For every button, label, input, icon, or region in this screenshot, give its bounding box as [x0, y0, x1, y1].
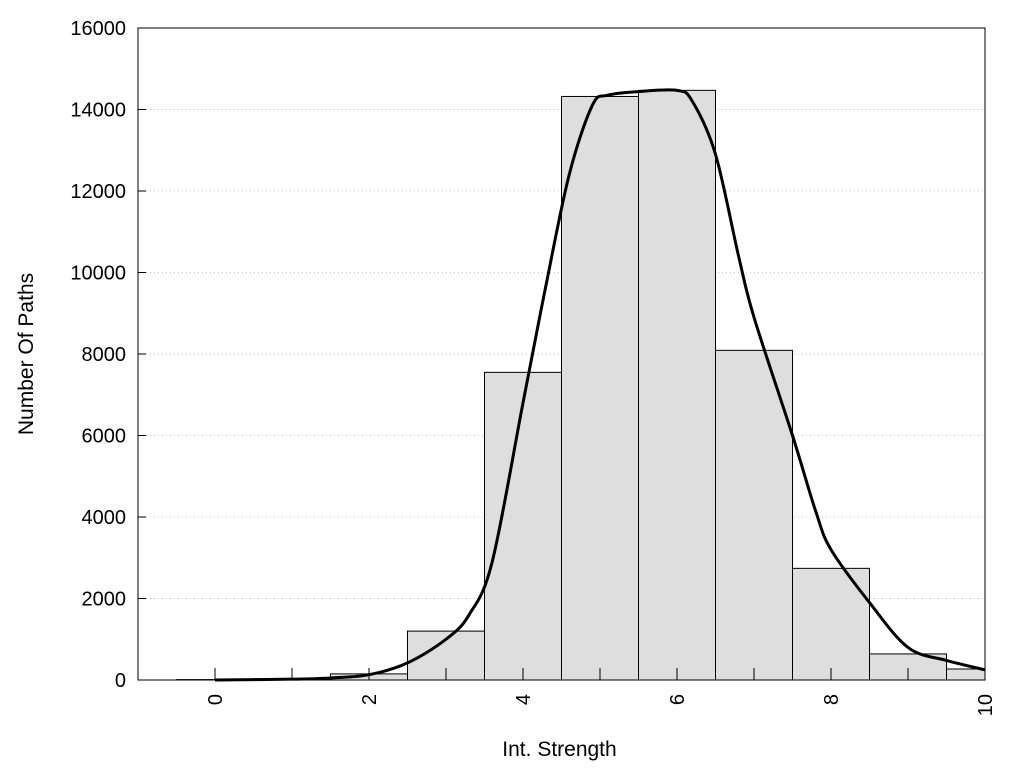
x-tick-label: 10 [975, 694, 997, 716]
x-tick-labels: 0 2 4 6 8 10 [205, 694, 997, 716]
y-tick-label: 16000 [70, 18, 126, 40]
y-axis-title: Number Of Paths [15, 273, 38, 435]
y-tick-label: 12000 [70, 181, 126, 203]
y-tick-label: 10000 [70, 263, 126, 285]
y-tick-label: 14000 [70, 100, 126, 122]
x-axis-title: Int. Strength [502, 738, 616, 761]
histogram-bar [946, 668, 986, 681]
y-tick-label: 4000 [82, 507, 127, 529]
y-tick-label: 8000 [82, 344, 127, 366]
y-tick-label: 6000 [82, 426, 127, 448]
histogram-bar [638, 89, 716, 681]
x-tick-label: 6 [667, 694, 689, 705]
histogram-bar [792, 567, 870, 681]
x-tick-label: 8 [821, 694, 843, 705]
y-tick-label: 2000 [82, 589, 127, 611]
axis-ticks [138, 27, 986, 681]
y-tick-label: 0 [115, 670, 126, 692]
x-tick-label: 0 [205, 694, 227, 705]
histogram-bar [484, 371, 562, 681]
histogram-bar [561, 95, 639, 681]
x-tick-label: 4 [513, 694, 535, 705]
fit-curve [214, 88, 986, 682]
histogram-bars [176, 89, 986, 681]
x-tick-label: 2 [359, 694, 381, 705]
y-tick-labels: 0 2000 4000 6000 8000 10000 12000 14000 16000 [70, 18, 126, 692]
